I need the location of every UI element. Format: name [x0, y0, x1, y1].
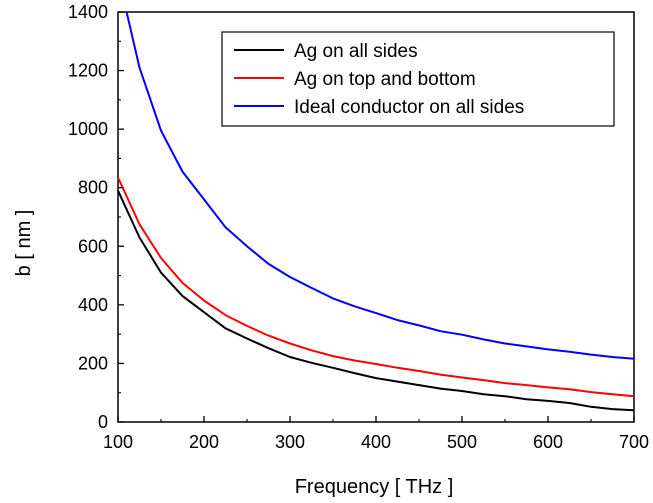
x-tick-label: 600 — [533, 432, 563, 452]
x-tick-label: 500 — [447, 432, 477, 452]
series-line-ideal-conductor-on-all-sides — [125, 11, 635, 360]
x-tick-label: 700 — [619, 432, 649, 452]
y-tick-label: 400 — [78, 295, 108, 315]
legend: Ag on all sides Ag on top and bottom Ideal… — [221, 31, 615, 127]
series-line-ag-on-top-and-bottom — [117, 177, 635, 398]
x-axis-title: Frequency [ THz ] — [295, 476, 454, 498]
x-tick-label: 200 — [189, 432, 219, 452]
x-tick-label: 300 — [275, 432, 305, 452]
y-tick-label: 0 — [98, 412, 108, 432]
y-axis-title: b [ nm ] — [13, 210, 35, 277]
legend-label: Ag on top and bottom — [294, 69, 476, 90]
y-tick-label: 800 — [78, 178, 108, 198]
series-line-ag-on-all-sides — [117, 190, 635, 412]
x-tick-label: 100 — [103, 432, 133, 452]
x-tick-label: 400 — [361, 432, 391, 452]
x-axis: 100 200 300 400 500 600 700 — [103, 416, 649, 452]
y-tick-label: 200 — [78, 353, 108, 373]
series-layer — [117, 11, 635, 412]
y-tick-label: 1400 — [68, 2, 108, 22]
y-tick-label: 1200 — [68, 61, 108, 81]
legend-label: Ag on all sides — [294, 41, 418, 62]
legend-label: Ideal conductor on all sides — [294, 97, 524, 118]
legend-box — [221, 31, 615, 127]
y-tick-label: 600 — [78, 236, 108, 256]
y-tick-label: 1000 — [68, 119, 108, 139]
y-axis: 0 200 400 600 800 1000 1200 1400 — [68, 2, 124, 432]
